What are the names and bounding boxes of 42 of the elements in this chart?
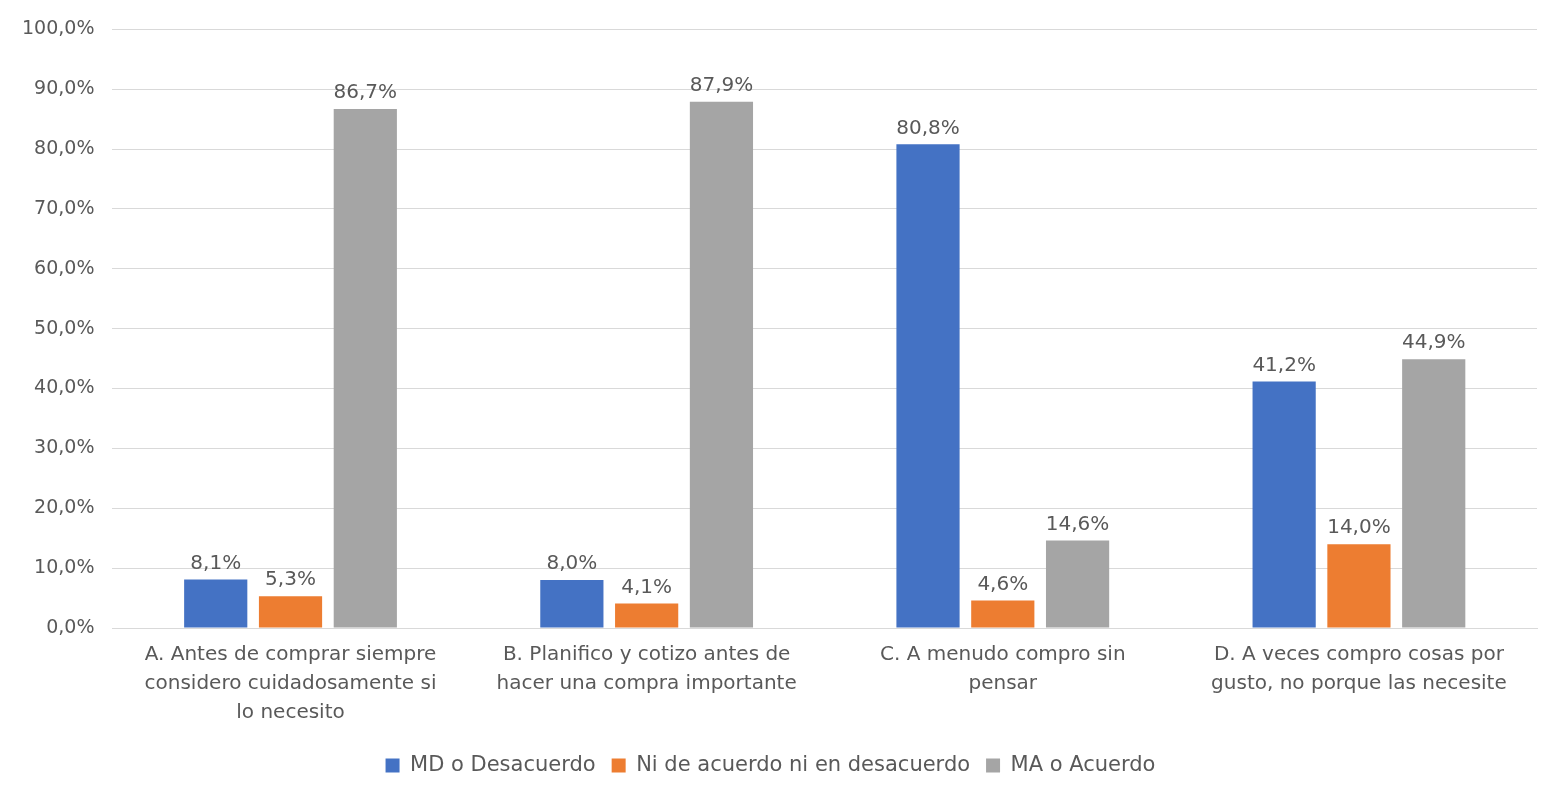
x-tick-label: B. Planifico y cotizo antes de hacer una compra importante [496,640,797,694]
data-label: 4,6% [977,570,1029,595]
bar [896,144,960,628]
y-tick-label: 0,0% [46,614,95,637]
y-tick-label: 70,0% [34,195,95,218]
data-label: 80,8% [896,114,960,139]
bar [689,101,754,628]
data-label: 14,0% [1327,514,1391,539]
y-tick-label: 90,0% [34,76,95,99]
x-tick-label: D. A veces compro cosas por gusto, no porque las necesite [1211,640,1507,694]
bar [258,596,323,628]
data-label: 44,9% [1401,329,1466,354]
bar [184,579,248,628]
y-tick-label: 100,0% [21,16,95,39]
data-label: 14,6% [1045,510,1110,535]
y-tick-label: 30,0% [34,435,95,458]
bar [1327,544,1391,628]
y-tick-label: 40,0% [34,375,95,398]
bar [333,109,397,628]
y-tick-label: 80,0% [34,136,95,159]
legend-label: MD o Desacuerdo [410,751,596,776]
y-tick-label: 10,0% [34,555,95,578]
data-label: 86,7% [333,79,398,104]
legend-label: MA o Acuerdo [1010,751,1156,776]
legend-label: Ni de acuerdo ni en desacuerdo [636,751,971,776]
data-label: 8,1% [190,549,242,574]
bar [1402,359,1466,628]
bar [615,603,679,628]
data-label: 4,1% [621,573,673,598]
x-tick-label: A. Antes de comprar siempre considero cuidadosamente si lo necesito [144,640,437,723]
data-label: 41,2% [1252,351,1316,376]
data-label: 8,0% [546,550,598,575]
x-tick-label: C. A menudo compro sin pensar [880,640,1126,694]
data-label: 87,9% [689,72,754,97]
bar [1045,540,1110,628]
y-tick-label: 20,0% [34,495,95,518]
bar [540,580,604,628]
data-label: 5,3% [265,566,316,591]
bar [971,600,1035,628]
y-tick-label: 50,0% [34,315,95,338]
bar [1252,381,1316,628]
y-tick-label: 60,0% [34,255,95,278]
